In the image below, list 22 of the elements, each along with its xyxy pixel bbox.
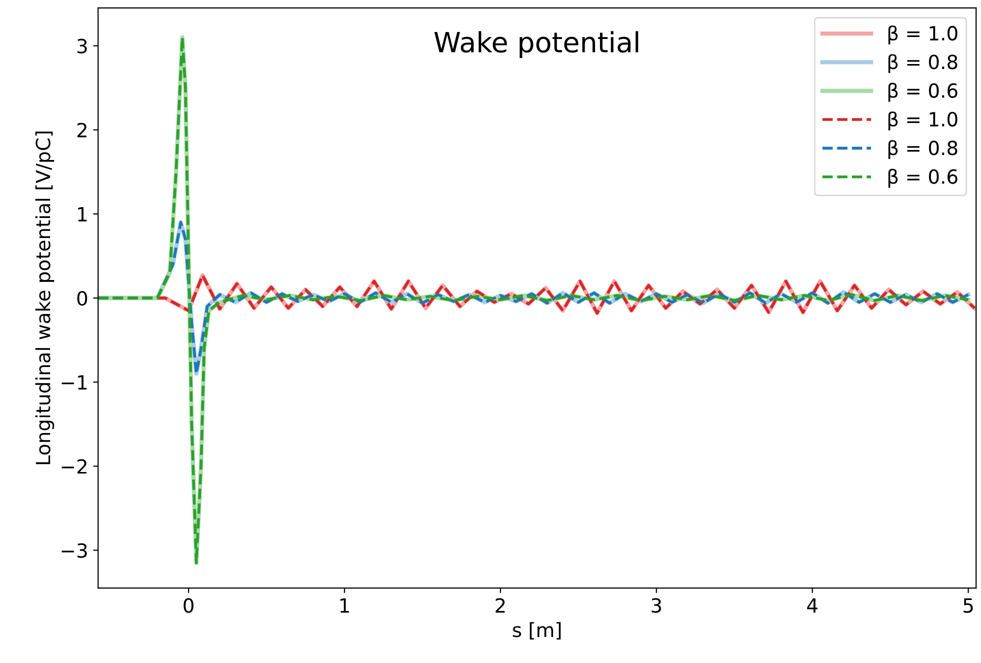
y-tick-label: 1	[78, 207, 87, 222]
y-axis-title: Longitudinal wake potential [V/pC]	[35, 132, 54, 464]
y-tick-label: 3	[77, 38, 87, 54]
x-tick-label: 2	[496, 598, 505, 613]
x-tick-label: 4	[807, 598, 818, 613]
legend-label: β = 0.6	[888, 168, 958, 188]
y-tick-label: −3	[62, 543, 87, 558]
x-tick-label: 0	[184, 598, 194, 613]
text: Wake potential	[434, 31, 638, 58]
y-tick-label: 0	[77, 290, 88, 306]
legend-label: β = 1.0	[888, 111, 958, 130]
legend-label: β = 0.6	[888, 82, 958, 102]
x-axis-title: s [m]	[512, 622, 561, 640]
legend-label: β = 0.8	[888, 54, 958, 74]
y-tick-label: −2	[62, 459, 86, 474]
legend-label: β = 1.0	[888, 25, 958, 44]
x-tick-label: 3	[652, 598, 662, 613]
x-tick-label: 1	[340, 598, 349, 613]
x-tick-label: 5	[964, 598, 973, 613]
legend-label: β = 0.8	[888, 140, 958, 160]
y-tick-label: 2	[77, 122, 86, 138]
y-tick-label: −1	[62, 375, 87, 390]
